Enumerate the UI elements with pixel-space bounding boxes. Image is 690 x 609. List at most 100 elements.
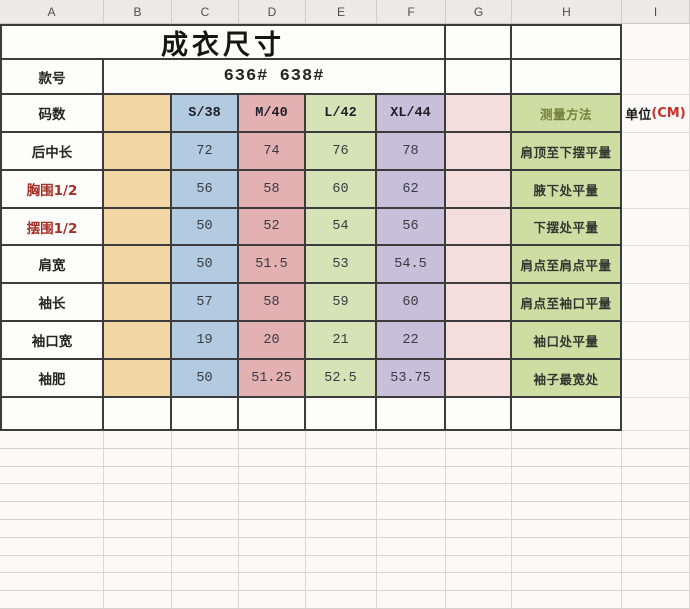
grid-cell[interactable] (0, 573, 104, 592)
empty-cell[interactable] (377, 398, 446, 431)
grid-cell[interactable] (512, 537, 622, 556)
grid-cell[interactable] (306, 431, 377, 449)
empty-cell[interactable] (306, 398, 377, 431)
grid-cell[interactable] (622, 322, 690, 360)
empty-cell[interactable] (0, 398, 104, 431)
value-cell[interactable]: 60 (306, 171, 377, 209)
size-xl-cell[interactable]: XL/44 (377, 95, 446, 133)
grid-cell[interactable] (512, 591, 622, 609)
empty-cell[interactable] (446, 24, 512, 60)
column-header-b[interactable]: B (104, 0, 172, 23)
grid-cell[interactable] (306, 466, 377, 485)
grid-cell[interactable] (622, 24, 690, 60)
value-cell[interactable]: 56 (172, 171, 239, 209)
grid-cell[interactable] (306, 537, 377, 556)
grid-cell[interactable] (446, 519, 512, 538)
value-cell[interactable]: 19 (172, 322, 239, 360)
grid-cell[interactable] (622, 484, 690, 503)
grid-cell[interactable] (377, 448, 446, 467)
row-label[interactable]: 袖肥 (0, 360, 104, 398)
column-header-h[interactable]: H (512, 0, 622, 23)
value-cell[interactable]: 56 (377, 209, 446, 246)
value-cell[interactable]: 52.5 (306, 360, 377, 398)
empty-cell[interactable] (446, 95, 512, 133)
grid-cell[interactable] (622, 431, 690, 449)
grid-cell[interactable] (306, 484, 377, 503)
grid-cell[interactable] (622, 591, 690, 609)
grid-cell[interactable] (239, 484, 306, 503)
grid-cell[interactable] (377, 519, 446, 538)
value-cell[interactable]: 58 (239, 284, 306, 322)
value-cell[interactable]: 72 (172, 133, 239, 171)
grid-cell[interactable] (622, 573, 690, 592)
grid-cell[interactable] (622, 133, 690, 171)
grid-cell[interactable] (622, 502, 690, 520)
value-cell[interactable]: 59 (306, 284, 377, 322)
grid-cell[interactable] (0, 519, 104, 538)
grid-cell[interactable] (172, 573, 239, 592)
grid-cell[interactable] (446, 466, 512, 485)
empty-cell[interactable] (104, 284, 172, 322)
grid-cell[interactable] (239, 555, 306, 574)
grid-cell[interactable] (306, 519, 377, 538)
empty-cell[interactable] (104, 95, 172, 133)
method-cell[interactable]: 袖子最宽处 (512, 360, 622, 398)
grid-cell[interactable] (239, 466, 306, 485)
grid-cell[interactable] (239, 448, 306, 467)
empty-cell[interactable] (104, 360, 172, 398)
grid-cell[interactable] (446, 555, 512, 574)
empty-cell[interactable] (446, 322, 512, 360)
grid-cell[interactable] (377, 431, 446, 449)
grid-cell[interactable] (172, 466, 239, 485)
grid-cell[interactable] (172, 484, 239, 503)
empty-cell[interactable] (446, 246, 512, 284)
value-cell[interactable]: 62 (377, 171, 446, 209)
value-cell[interactable]: 22 (377, 322, 446, 360)
method-header-cell[interactable]: 测量方法 (512, 95, 622, 133)
value-cell[interactable]: 50 (172, 246, 239, 284)
grid-cell[interactable] (172, 448, 239, 467)
empty-cell[interactable] (512, 24, 622, 60)
value-cell[interactable]: 53.75 (377, 360, 446, 398)
grid-cell[interactable] (306, 591, 377, 609)
empty-cell[interactable] (104, 398, 172, 431)
empty-cell[interactable] (446, 398, 512, 431)
value-cell[interactable]: 50 (172, 360, 239, 398)
value-cell[interactable]: 60 (377, 284, 446, 322)
grid-cell[interactable] (0, 537, 104, 556)
size-s-cell[interactable]: S/38 (172, 95, 239, 133)
chart-title-cell[interactable]: 成衣尺寸 (0, 24, 446, 60)
grid-cell[interactable] (172, 591, 239, 609)
column-header-g[interactable]: G (446, 0, 512, 23)
grid-cell[interactable] (104, 466, 172, 485)
value-cell[interactable]: 53 (306, 246, 377, 284)
grid-cell[interactable] (239, 431, 306, 449)
empty-cell[interactable] (512, 60, 622, 95)
empty-cell[interactable] (104, 209, 172, 246)
value-cell[interactable]: 52 (239, 209, 306, 246)
value-cell[interactable]: 21 (306, 322, 377, 360)
grid-cell[interactable] (622, 537, 690, 556)
value-cell[interactable]: 20 (239, 322, 306, 360)
unit-cell[interactable]: 单位 (CM) (622, 95, 690, 133)
method-cell[interactable]: 肩顶至下摆平量 (512, 133, 622, 171)
grid-cell[interactable] (104, 537, 172, 556)
grid-cell[interactable] (104, 448, 172, 467)
grid-cell[interactable] (104, 519, 172, 538)
grid-cell[interactable] (622, 466, 690, 485)
grid-cell[interactable] (104, 502, 172, 520)
grid-cell[interactable] (0, 591, 104, 609)
value-cell[interactable]: 74 (239, 133, 306, 171)
grid-cell[interactable] (172, 537, 239, 556)
column-header-e[interactable]: E (306, 0, 377, 23)
grid-cell[interactable] (622, 555, 690, 574)
method-cell[interactable]: 袖口处平量 (512, 322, 622, 360)
grid-cell[interactable] (622, 398, 690, 431)
grid-cell[interactable] (512, 502, 622, 520)
empty-cell[interactable] (446, 360, 512, 398)
empty-cell[interactable] (446, 133, 512, 171)
grid-cell[interactable] (377, 537, 446, 556)
row-label[interactable]: 袖长 (0, 284, 104, 322)
grid-cell[interactable] (377, 591, 446, 609)
value-cell[interactable]: 58 (239, 171, 306, 209)
